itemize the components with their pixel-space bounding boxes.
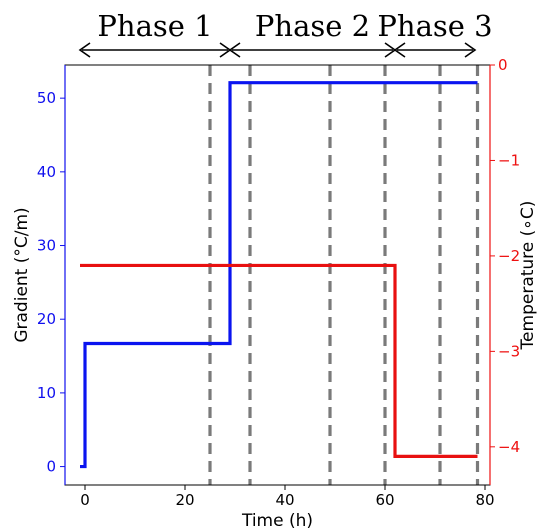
phase-arrow-head-left	[393, 42, 406, 58]
x-tick-label: 20	[175, 491, 194, 509]
right-y-tick-label: 0	[498, 56, 508, 74]
x-tick-label: 60	[375, 491, 394, 509]
right-y-tick-label: −2	[498, 247, 520, 265]
left-y-tick-label: 20	[37, 310, 56, 328]
phase-label: Phase 1	[97, 9, 212, 43]
left-y-tick-label: 30	[37, 237, 56, 255]
right-y-tick-label: −3	[498, 342, 520, 360]
right-y-tick-label: −4	[498, 438, 520, 456]
left-y-axis-label: Gradient (°C/m)	[12, 207, 32, 342]
right-y-tick-label: −1	[498, 151, 520, 169]
temperature-series-line	[80, 263, 478, 458]
left-axis-ticks: 0 10 20 30 40 50	[37, 89, 65, 476]
left-y-tick-label: 10	[37, 384, 56, 402]
phase-label: Phase 2	[255, 9, 370, 43]
left-y-tick-label: 40	[37, 163, 56, 181]
phase-arrow-head-left	[228, 42, 241, 58]
x-tick-label: 40	[275, 491, 294, 509]
x-axis-label: Time (h)	[241, 511, 313, 531]
series-lines	[80, 81, 478, 469]
phase-arrow-head-left	[78, 42, 91, 58]
gradient-series-line	[80, 81, 478, 469]
x-tick-label: 80	[475, 491, 494, 509]
right-axis-ticks: 0 −1 −2 −3 −4	[490, 56, 520, 456]
left-y-tick-label: 0	[46, 458, 56, 476]
plot-frame	[64, 64, 491, 486]
left-y-tick-label: 50	[37, 89, 56, 107]
phase-annotations: Phase 1 Phase 2 Phase 3	[78, 9, 493, 58]
phase-arrow-head-right	[464, 42, 477, 58]
phase-divider-lines	[208, 65, 480, 485]
right-y-axis-label: Temperature (∘C)	[518, 201, 538, 351]
phase-label: Phase 3	[377, 9, 492, 43]
x-tick-label: 0	[80, 491, 90, 509]
x-axis-ticks: 0 20 40 60 80	[80, 485, 495, 509]
